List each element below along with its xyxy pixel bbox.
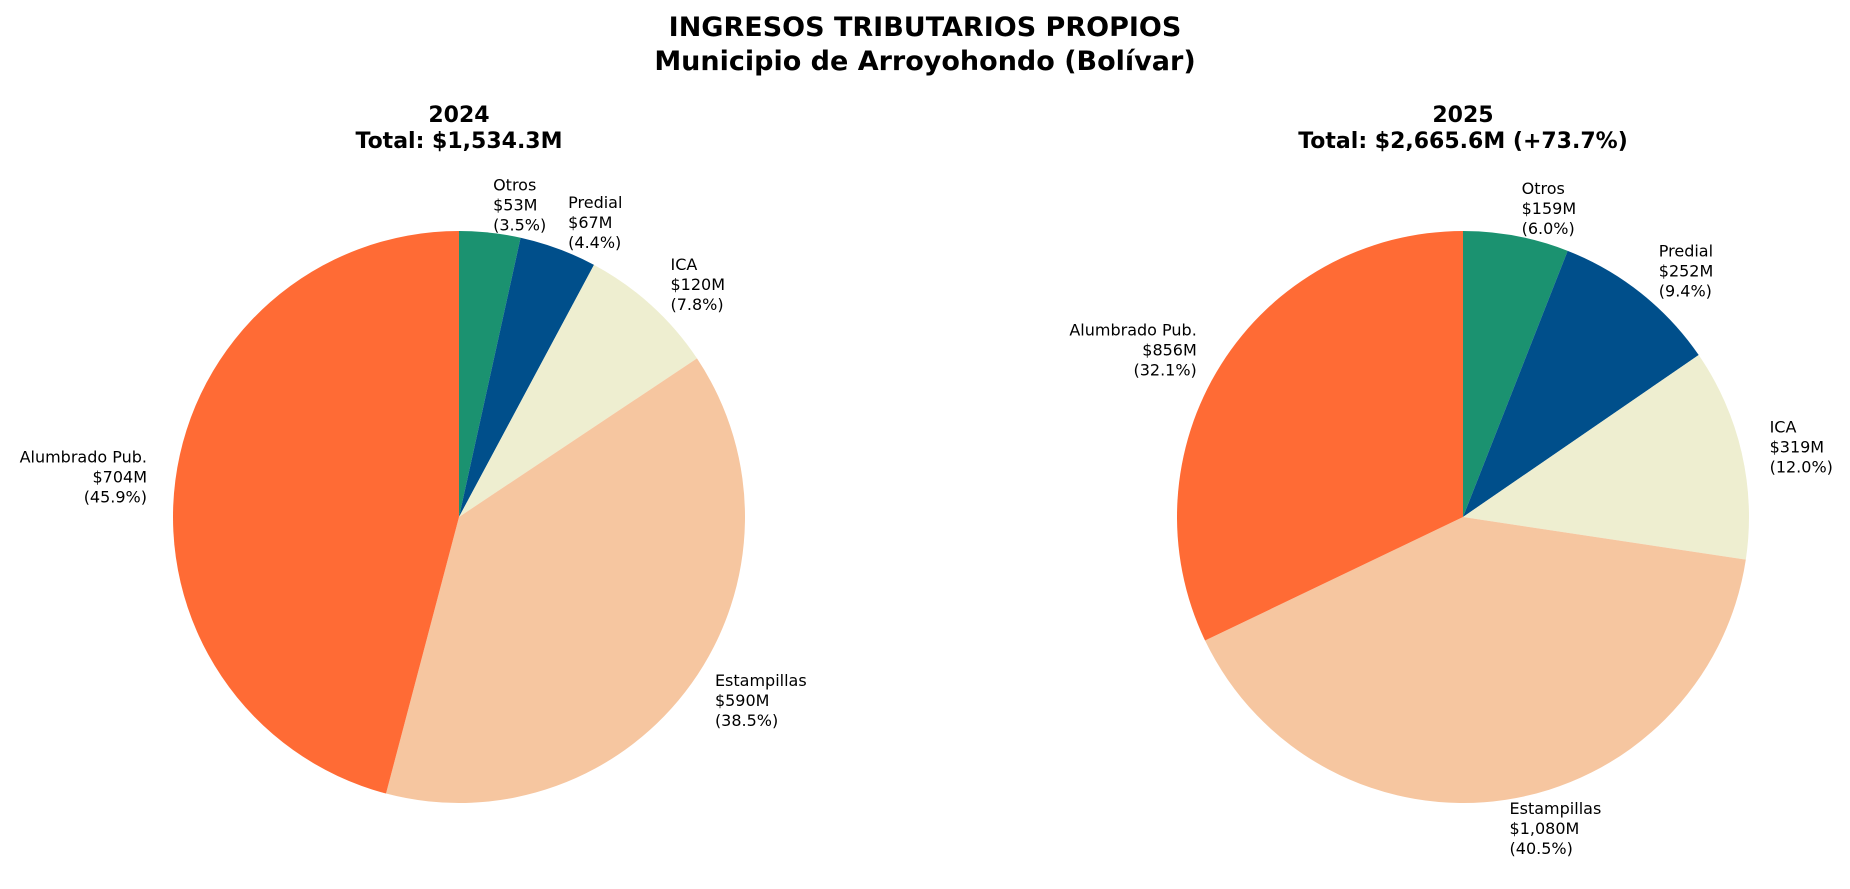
chart-subtitle: Total: $2,665.6M (+73.7%) xyxy=(1298,129,1628,154)
slice-label-line: $856M xyxy=(1142,340,1197,359)
slice-label-line: Alumbrado Pub. xyxy=(20,448,147,467)
pie-slice xyxy=(1463,231,1568,517)
pie-slice xyxy=(173,231,459,794)
slice-label: Otros $53M (3.5%) xyxy=(493,175,546,234)
slice-label-line: Alumbrado Pub. xyxy=(1069,320,1196,339)
slice-label-line: (45.9%) xyxy=(84,488,147,507)
slice-label-line: $1,080M xyxy=(1510,819,1580,838)
slice-label-line: Estampillas xyxy=(715,671,807,690)
slice-label: Alumbrado Pub. $856M (32.1%) xyxy=(1069,320,1196,379)
chart-subtitle: Total: $1,534.3M xyxy=(355,129,562,154)
pie-slice xyxy=(1177,231,1463,641)
slice-label-line: ICA xyxy=(1770,417,1797,436)
slice-label: Estampillas $590M (38.5%) xyxy=(715,671,807,730)
slice-label-line: $120M xyxy=(670,275,725,294)
chart-title: 2024 xyxy=(428,103,489,128)
pie-slice xyxy=(459,237,594,518)
slice-label: ICA $319M (12.0%) xyxy=(1770,417,1833,476)
slice-label-line: $590M xyxy=(715,691,770,710)
slice-label-line: $53M xyxy=(493,195,537,214)
slice-label-line: $159M xyxy=(1522,199,1577,218)
slice-label: ICA $120M (7.8%) xyxy=(670,255,725,314)
slice-label-line: (4.4%) xyxy=(568,233,621,252)
pie-slice xyxy=(459,231,521,517)
figure-title: INGRESOS TRIBUTARIOS PROPIOS xyxy=(669,12,1182,43)
slice-label-line: $252M xyxy=(1659,262,1714,281)
slice-label-line: (32.1%) xyxy=(1133,360,1196,379)
slice-label-line: (40.5%) xyxy=(1510,839,1573,858)
slice-label: Otros $159M (6.0%) xyxy=(1522,179,1577,238)
slice-label-line: (9.4%) xyxy=(1659,282,1712,301)
slice-label-line: $319M xyxy=(1770,437,1825,456)
slice-label-line: Otros xyxy=(1522,179,1565,198)
pie-slice xyxy=(386,358,745,803)
slice-label-line: Predial xyxy=(1659,242,1713,261)
slice-label-line: (12.0%) xyxy=(1770,457,1833,476)
slice-label: Alumbrado Pub. $704M (45.9%) xyxy=(20,448,147,507)
slice-label-line: Estampillas xyxy=(1510,799,1602,818)
chart-title: 2025 xyxy=(1432,103,1493,128)
pie-slice xyxy=(459,264,698,517)
slice-label-line: Otros xyxy=(493,175,536,194)
slice-label: Estampillas $1,080M (40.5%) xyxy=(1510,799,1602,858)
pie-slice xyxy=(1463,355,1749,560)
slice-label: Predial $67M (4.4%) xyxy=(568,193,622,252)
slice-label: Predial $252M (9.4%) xyxy=(1659,242,1714,301)
pie-slice xyxy=(1205,517,1746,803)
pie-slice xyxy=(1463,250,1699,517)
slice-label-line: (3.5%) xyxy=(493,215,546,234)
slice-label-line: $704M xyxy=(92,468,147,487)
figure-subtitle: Municipio de Arroyohondo (Bolívar) xyxy=(654,46,1195,77)
slice-label-line: Predial xyxy=(568,193,622,212)
slice-label-line: (6.0%) xyxy=(1522,219,1575,238)
slice-label-line: $67M xyxy=(568,213,612,232)
slice-label-line: (7.8%) xyxy=(670,295,723,314)
slice-label-line: ICA xyxy=(670,255,697,274)
slice-label-line: (38.5%) xyxy=(715,711,778,730)
